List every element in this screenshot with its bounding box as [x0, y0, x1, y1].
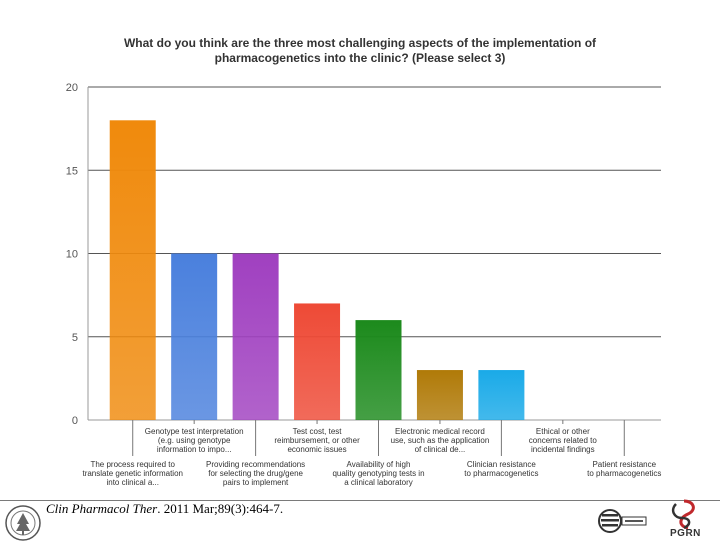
bar: [232, 253, 279, 420]
y-tick-label: 0: [72, 415, 78, 427]
x-category-label: Ethical or other: [536, 427, 590, 436]
x-category-label: Availability of high: [347, 460, 411, 469]
x-category-label: use, such as the application: [391, 436, 490, 445]
citation-details: . 2011 Mar;89(3):464-7.: [157, 501, 284, 516]
x-category-label: quality genotyping tests in: [332, 469, 424, 478]
citation-journal: Clin Pharmacol Ther: [46, 501, 158, 516]
x-category-label: for selecting the drug/gene: [208, 469, 303, 478]
x-category-label: Electronic medical record: [395, 427, 485, 436]
bar: [294, 303, 341, 420]
x-category-label: translate genetic information: [82, 469, 183, 478]
x-category-label: reimbursement, or other: [274, 436, 360, 445]
bar: [355, 320, 402, 420]
bar-chart: 0 5 10 15 20 The process required totranslate…: [66, 82, 662, 487]
y-tick-label: 5: [72, 332, 78, 344]
x-category-label: to pharmacogenetics: [587, 469, 661, 478]
y-tick-label: 10: [66, 249, 78, 261]
x-category-label: Clinician resistance: [467, 460, 536, 469]
y-tick-label: 15: [66, 165, 78, 177]
x-category-label: economic issues: [287, 445, 346, 454]
x-category-label: Test cost, test: [293, 427, 343, 436]
x-category-label: into clinical a...: [106, 478, 158, 487]
x-category-label: The process required to: [90, 460, 175, 469]
bar: [416, 370, 463, 420]
x-category-label: Providing recommendations: [206, 460, 305, 469]
x-category-label: Patient resistance: [592, 460, 656, 469]
pharmgkb-logo-icon: [598, 509, 647, 533]
pgrn-logo-icon: [671, 499, 695, 530]
bar: [478, 370, 525, 420]
x-category-label: (e.g. using genotype: [158, 436, 231, 445]
footer-divider: [0, 500, 720, 501]
x-category-label: pairs to implement: [223, 478, 289, 487]
x-category-label: Genotype test interpretation: [145, 427, 244, 436]
chart-title: What do you think are the three most cha…: [123, 36, 597, 65]
y-tick-label: 20: [66, 82, 78, 94]
citation: Clin Pharmacol Ther. 2011 Mar;89(3):464-…: [46, 501, 283, 517]
x-category-label: concerns related to: [529, 436, 598, 445]
bar: [109, 120, 156, 421]
bar: [171, 253, 218, 420]
x-category-label: to pharmacogenetics: [464, 469, 538, 478]
x-category-label: of clinical de...: [415, 445, 466, 454]
x-category-label: information to impo...: [157, 445, 232, 454]
university-seal-icon: [5, 505, 41, 541]
x-category-label: a clinical laboratory: [344, 478, 412, 487]
pgrn-logo-text: PGRN: [670, 528, 701, 539]
x-category-label: incidental findings: [531, 445, 595, 454]
